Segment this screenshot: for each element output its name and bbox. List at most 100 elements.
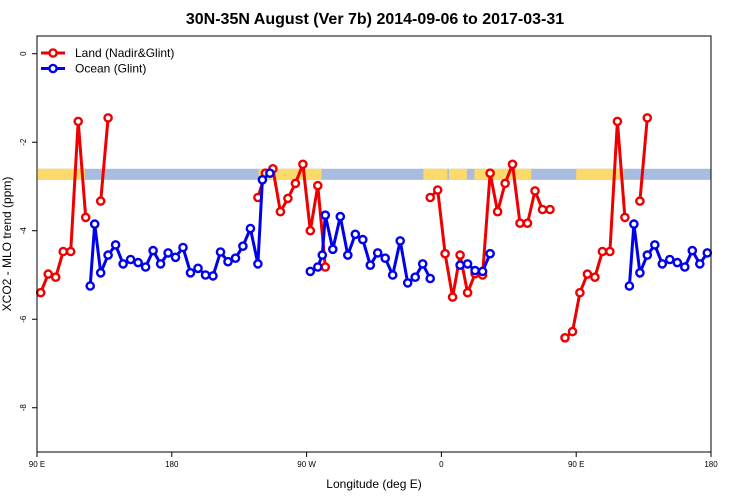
y-axis: 0 -2 -4 -6 -8 [19, 51, 37, 411]
series-1-point-1-17 [425, 273, 436, 284]
series-0-point-3-8 [485, 168, 495, 178]
x-tick-label-3: 0 [439, 460, 444, 469]
series-1-point-0-0 [85, 281, 95, 291]
band-land-0 [38, 168, 85, 180]
y-tick-label-0: 0 [19, 51, 28, 56]
series-1-point-1-4 [327, 244, 338, 255]
series-1-point-1-5 [335, 211, 346, 222]
series-1-point-1-8 [357, 234, 368, 245]
series-1 [85, 168, 713, 291]
x-tick-label-5: 180 [704, 460, 718, 469]
series-0-point-4-5 [597, 246, 608, 257]
series-0-point-2-3 [275, 206, 286, 217]
series-1-point-0-13 [178, 242, 188, 253]
series-1-point-0-1 [89, 219, 100, 229]
series-1-point-1-7 [350, 229, 361, 240]
series-0-point-2-8 [312, 180, 323, 191]
series-layer [35, 113, 713, 343]
series-1-point-2-2 [470, 265, 480, 276]
band-ocean [38, 168, 711, 180]
series-1-point-1-6 [342, 250, 353, 260]
x-tick-label-2: 90 W [297, 460, 316, 469]
series-0-line-4 [564, 121, 627, 339]
series-1-point-3-2 [635, 267, 645, 278]
series-1-point-0-10 [155, 259, 166, 269]
legend: Land (Nadir&Glint) Ocean (Glint) [41, 46, 174, 76]
series-0-line-5 [638, 117, 649, 202]
series-1-point-1-12 [387, 270, 398, 280]
series-0-point-3-0 [425, 192, 436, 203]
series-0-point-4-2 [575, 287, 585, 298]
y-axis-label: XCO2 - MLO trend (ppm) [0, 177, 14, 312]
series-1-point-2-4 [485, 248, 495, 259]
series-0-point-3-14 [530, 186, 540, 196]
x-tick-label-0: 90 E [29, 460, 45, 469]
series-0-line-1 [99, 117, 110, 202]
series-1-point-1-11 [380, 253, 391, 264]
series-0-point-4-8 [620, 212, 630, 223]
series-0-point-4-3 [582, 269, 593, 279]
series-0-point-2-6 [298, 159, 308, 170]
x-tick-label-1: 180 [165, 460, 179, 469]
series-1-point-3-0 [624, 281, 635, 291]
band-land-1 [258, 168, 322, 180]
series-1-point-0-24 [257, 174, 268, 185]
series-1-point-1-9 [365, 260, 376, 271]
series-1-point-3-5 [657, 259, 668, 269]
series-1-point-3-9 [687, 245, 698, 256]
y-tick-label-4: -8 [19, 404, 28, 412]
series-1-point-1-0 [305, 266, 316, 277]
series-0-point-3-10 [500, 178, 510, 189]
band-layer [38, 168, 711, 180]
series-1-point-3-6 [665, 254, 675, 265]
series-1-point-0-5 [118, 259, 128, 269]
series-1-point-2-1 [462, 259, 473, 269]
series-0-point-0-3 [58, 246, 69, 257]
series-1-point-0-12 [170, 252, 181, 263]
series-1-point-3-7 [672, 257, 683, 268]
x-axis: 90 E 180 90 W 0 90 E 180 [29, 452, 718, 469]
series-0-point-3-3 [447, 292, 458, 302]
series-1-point-0-4 [110, 240, 121, 250]
series-0-point-3-1 [432, 185, 443, 195]
series-1-point-1-14 [402, 278, 413, 288]
series-0-point-3-15 [537, 204, 548, 215]
series-0-point-0-0 [35, 287, 46, 298]
series-1-line-0 [88, 172, 271, 287]
series-1-point-0-19 [223, 256, 233, 267]
x-axis-label: Longitude (deg E) [326, 477, 421, 491]
series-0-point-4-7 [612, 116, 623, 127]
series-0-point-4-6 [605, 246, 615, 257]
series-0-point-1-1 [103, 113, 113, 123]
series-1-point-0-6 [125, 254, 136, 265]
y-tick-label-1: -2 [19, 138, 28, 146]
series-1-point-0-11 [163, 248, 173, 258]
y-tick-label-3: -6 [19, 315, 28, 323]
series-0-point-2-5 [290, 178, 301, 189]
series-1-point-1-10 [372, 248, 383, 258]
series-0-point-0-5 [73, 116, 83, 127]
series-0-point-0-4 [65, 246, 76, 257]
series-1-point-3-4 [650, 240, 660, 250]
series-1-point-0-21 [238, 241, 248, 251]
series-1-point-1-13 [395, 236, 406, 246]
legend-label-1: Ocean (Glint) [75, 62, 146, 76]
series-1-point-1-16 [417, 259, 428, 269]
series-0-point-3-12 [515, 218, 525, 228]
chart-title: 30N-35N August (Ver 7b) 2014-09-06 to 20… [186, 11, 564, 28]
series-1-point-0-25 [265, 168, 275, 178]
series-0-point-0-2 [50, 272, 61, 283]
series-0-point-1-0 [95, 196, 106, 206]
series-1-point-0-3 [103, 250, 113, 260]
series-1-point-1-15 [410, 272, 421, 283]
series-1-point-0-8 [140, 262, 151, 272]
series-1-point-1-2 [317, 250, 328, 260]
series-0-point-4-0 [560, 332, 570, 343]
series-0-point-0-1 [43, 269, 54, 279]
series-0-line-3 [429, 163, 550, 298]
series-1-point-0-15 [193, 263, 203, 274]
series-1-point-1-1 [312, 262, 323, 272]
series-1-point-0-7 [133, 257, 143, 268]
y-tick-label-2: -4 [19, 227, 28, 235]
